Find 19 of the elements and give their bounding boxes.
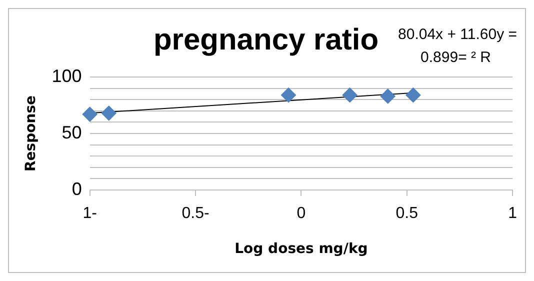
y-tick-label: 100 [52,66,82,86]
point [342,88,358,103]
x-tick-label: 0 [296,205,306,222]
x-tick-label: 1- [82,205,97,222]
chart-title: pregnancy ratio [153,23,379,56]
point [281,88,296,103]
y-tick-label: 0 [72,178,82,199]
text: 0.899= ² R [420,49,492,66]
point [82,106,98,122]
x-tick-label: 0.5 [396,205,418,222]
x-axis-title: Log doses mg/kg [234,241,368,258]
x-tick-label: 1 [508,205,518,222]
y-axis-title: Response [23,95,40,172]
text: 80.04x + 11.60y = [398,26,518,43]
point [406,88,421,103]
point [380,88,396,104]
x-tick-label: 0.5- [182,205,210,222]
point [101,106,116,121]
y-tick-label: 50 [62,122,82,142]
